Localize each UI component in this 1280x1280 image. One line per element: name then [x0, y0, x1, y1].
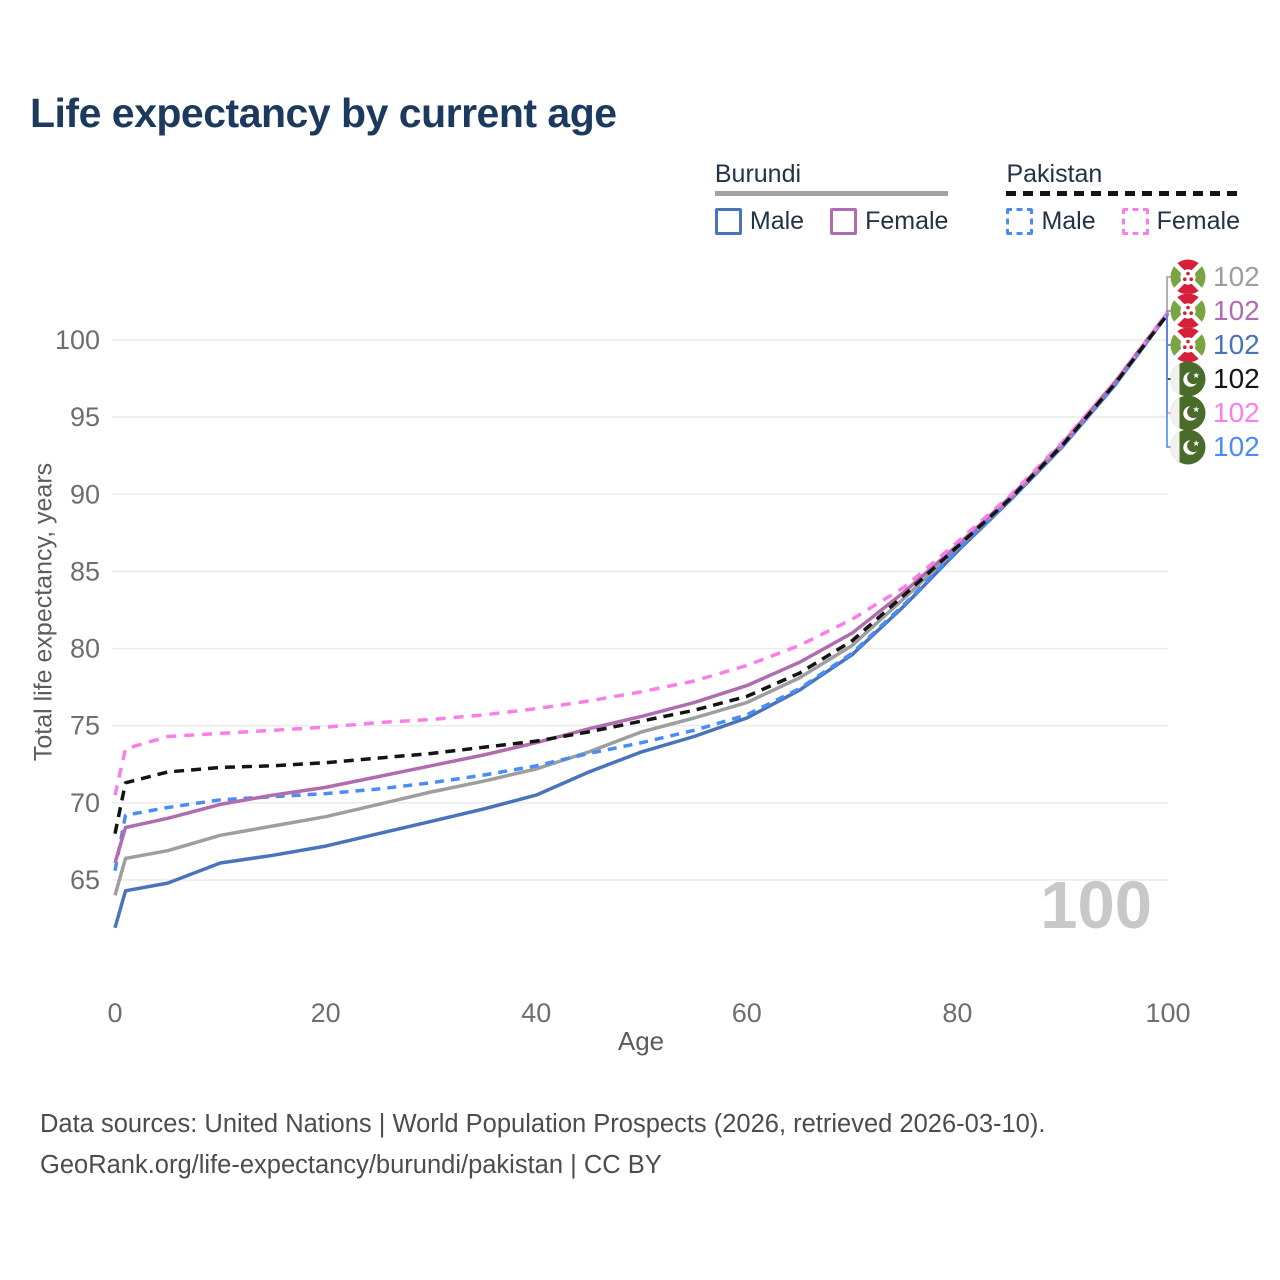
end-label-value: 102	[1213, 261, 1260, 292]
legend-item-label: Male	[749, 207, 805, 235]
y-tick-90: 90	[70, 479, 100, 509]
legend-country-pakistan-label: Pakistan	[1006, 160, 1103, 188]
burundi-flag-icon	[1170, 259, 1206, 295]
end-label-pakistan-female: 102	[1170, 395, 1260, 431]
pakistan-flag-icon	[1170, 429, 1206, 465]
legend-item-label: Male	[1041, 207, 1096, 235]
series-line-burundi-male	[113, 312, 1170, 929]
data-sources-line: Data sources: United Nations | World Pop…	[40, 1110, 1046, 1138]
leader-line-burundi-female	[1166, 310, 1171, 313]
leader-line-pakistan-male	[1166, 313, 1171, 448]
series-line-pakistan-male	[113, 312, 1170, 872]
end-label-value: 102	[1213, 363, 1260, 394]
pakistan-flag-icon	[1170, 361, 1206, 397]
legend-group-pakistan: Pakistan Male Female	[1006, 160, 1240, 236]
pakistan-dashed-line-swatch	[1006, 191, 1240, 196]
end-label-value: 102	[1213, 397, 1260, 428]
leader-line-burundi-both-sexes	[1166, 276, 1171, 314]
x-tick-100: 100	[1145, 998, 1190, 1028]
age-counter-watermark: 100	[1040, 868, 1152, 943]
pakistan-flag-icon	[1170, 395, 1206, 431]
end-label-burundi-male: 102	[1170, 327, 1260, 363]
y-tick-100: 100	[55, 325, 100, 355]
y-tick-65: 65	[70, 865, 100, 895]
series-line-burundi-both-sexes	[113, 312, 1170, 896]
attribution-line: GeoRank.org/life-expectancy/burundi/paki…	[40, 1151, 662, 1179]
chart-legend: Burundi Male Female Pakistan Male	[714, 160, 1240, 236]
x-tick-60: 60	[732, 998, 762, 1028]
y-tick-85: 85	[70, 556, 100, 586]
x-tick-0: 0	[107, 998, 122, 1028]
pakistan-female-swatch-icon	[1121, 208, 1149, 235]
end-label-burundi-both-sexes: 102	[1170, 259, 1260, 295]
pakistan-male-swatch-icon	[1006, 208, 1034, 235]
end-label-value: 102	[1213, 431, 1260, 462]
end-label-pakistan-male: 102	[1170, 429, 1260, 465]
y-tick-70: 70	[70, 788, 100, 818]
y-tick-95: 95	[70, 402, 100, 432]
end-label-burundi-female: 102	[1170, 293, 1260, 329]
burundi-male-swatch-icon	[714, 208, 742, 235]
x-tick-40: 40	[521, 998, 551, 1028]
legend-item-burundi-male[interactable]: Male	[714, 207, 805, 236]
x-tick-20: 20	[311, 998, 341, 1028]
burundi-flag-icon	[1170, 327, 1206, 363]
x-axis-title: Age	[617, 1026, 665, 1056]
series-line-burundi-female	[113, 311, 1170, 864]
legend-item-burundi-female[interactable]: Female	[830, 207, 948, 236]
burundi-flag-icon	[1170, 293, 1206, 329]
legend-item-label: Female	[1156, 207, 1240, 235]
series-line-pakistan-female	[113, 311, 1170, 796]
end-label-value: 102	[1213, 295, 1260, 326]
legend-country-burundi-label: Burundi	[714, 160, 802, 188]
series-line-pakistan-both-sexes	[113, 312, 1170, 835]
end-label-pakistan-both-sexes: 102	[1170, 361, 1260, 397]
legend-country-pakistan[interactable]: Pakistan	[1006, 160, 1240, 196]
y-tick-75: 75	[70, 711, 100, 741]
legend-country-burundi[interactable]: Burundi	[714, 160, 949, 196]
legend-item-pakistan-female[interactable]: Female	[1121, 207, 1240, 236]
end-label-value: 102	[1213, 329, 1260, 360]
chart-title: Life expectancy by current age	[30, 90, 617, 136]
legend-item-label: Female	[865, 207, 949, 235]
legend-group-burundi: Burundi Male Female	[714, 160, 949, 236]
x-tick-80: 80	[942, 998, 972, 1028]
chart-footer: Data sources: United Nations | World Pop…	[40, 1104, 1045, 1186]
y-tick-80: 80	[70, 634, 100, 664]
legend-item-pakistan-male[interactable]: Male	[1006, 207, 1096, 236]
burundi-solid-line-swatch	[714, 191, 949, 196]
burundi-female-swatch-icon	[830, 208, 858, 235]
y-axis-title: Total life expectancy, years	[29, 462, 58, 762]
